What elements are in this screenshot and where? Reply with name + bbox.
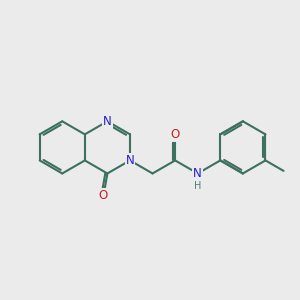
Text: O: O [99,189,108,202]
Text: H: H [194,181,201,191]
Text: N: N [193,167,202,180]
Text: N: N [103,115,112,128]
Text: N: N [126,154,134,167]
Text: O: O [170,128,180,141]
